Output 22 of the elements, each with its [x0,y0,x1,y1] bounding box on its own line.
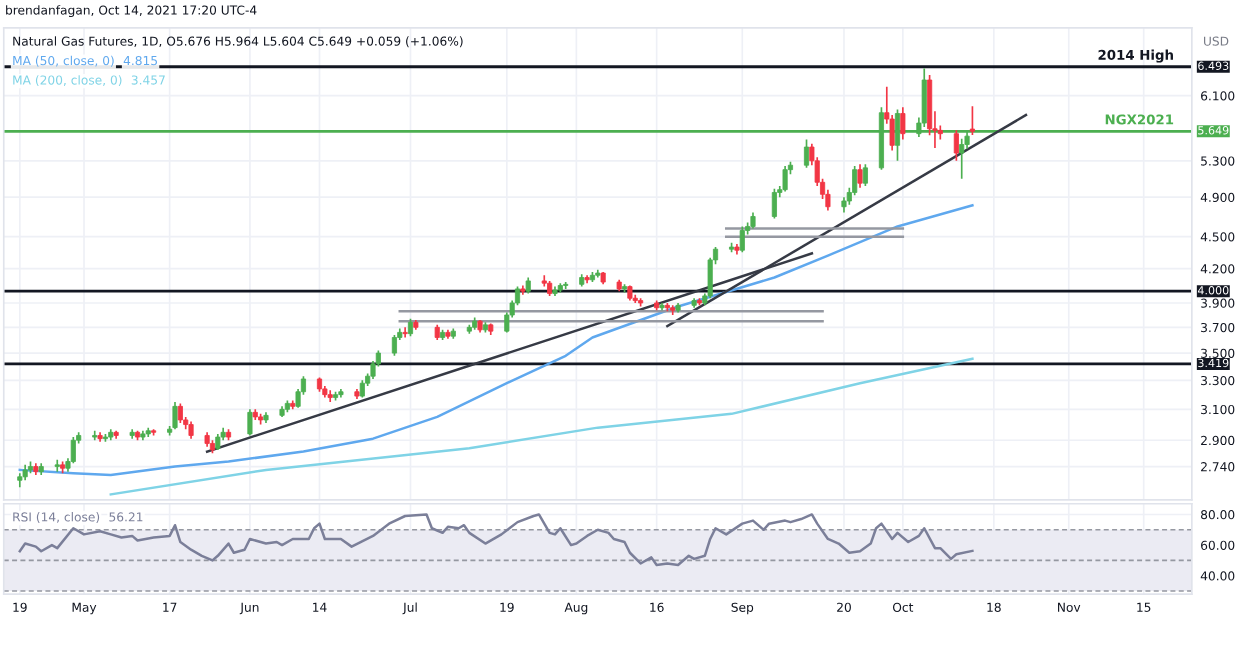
candlestick [247,408,253,437]
candlestick [563,281,569,290]
candlestick [894,108,901,162]
candlestick [852,165,858,197]
candlestick [402,326,408,339]
candlestick [177,402,183,424]
candlestick [953,129,959,162]
candlestick [803,138,810,169]
candlestick [862,163,868,187]
candlestick [857,163,863,189]
line-series [18,204,974,477]
candlestick [54,458,60,473]
candlestick [172,401,178,431]
candlestick [739,225,745,254]
line-series [109,357,974,496]
candlestick [391,334,397,357]
candlestick [782,165,788,193]
candlestick [969,105,975,136]
candlestick [70,436,76,465]
candlestick [900,106,906,141]
candlestick [771,187,777,220]
candlestick [959,137,965,180]
